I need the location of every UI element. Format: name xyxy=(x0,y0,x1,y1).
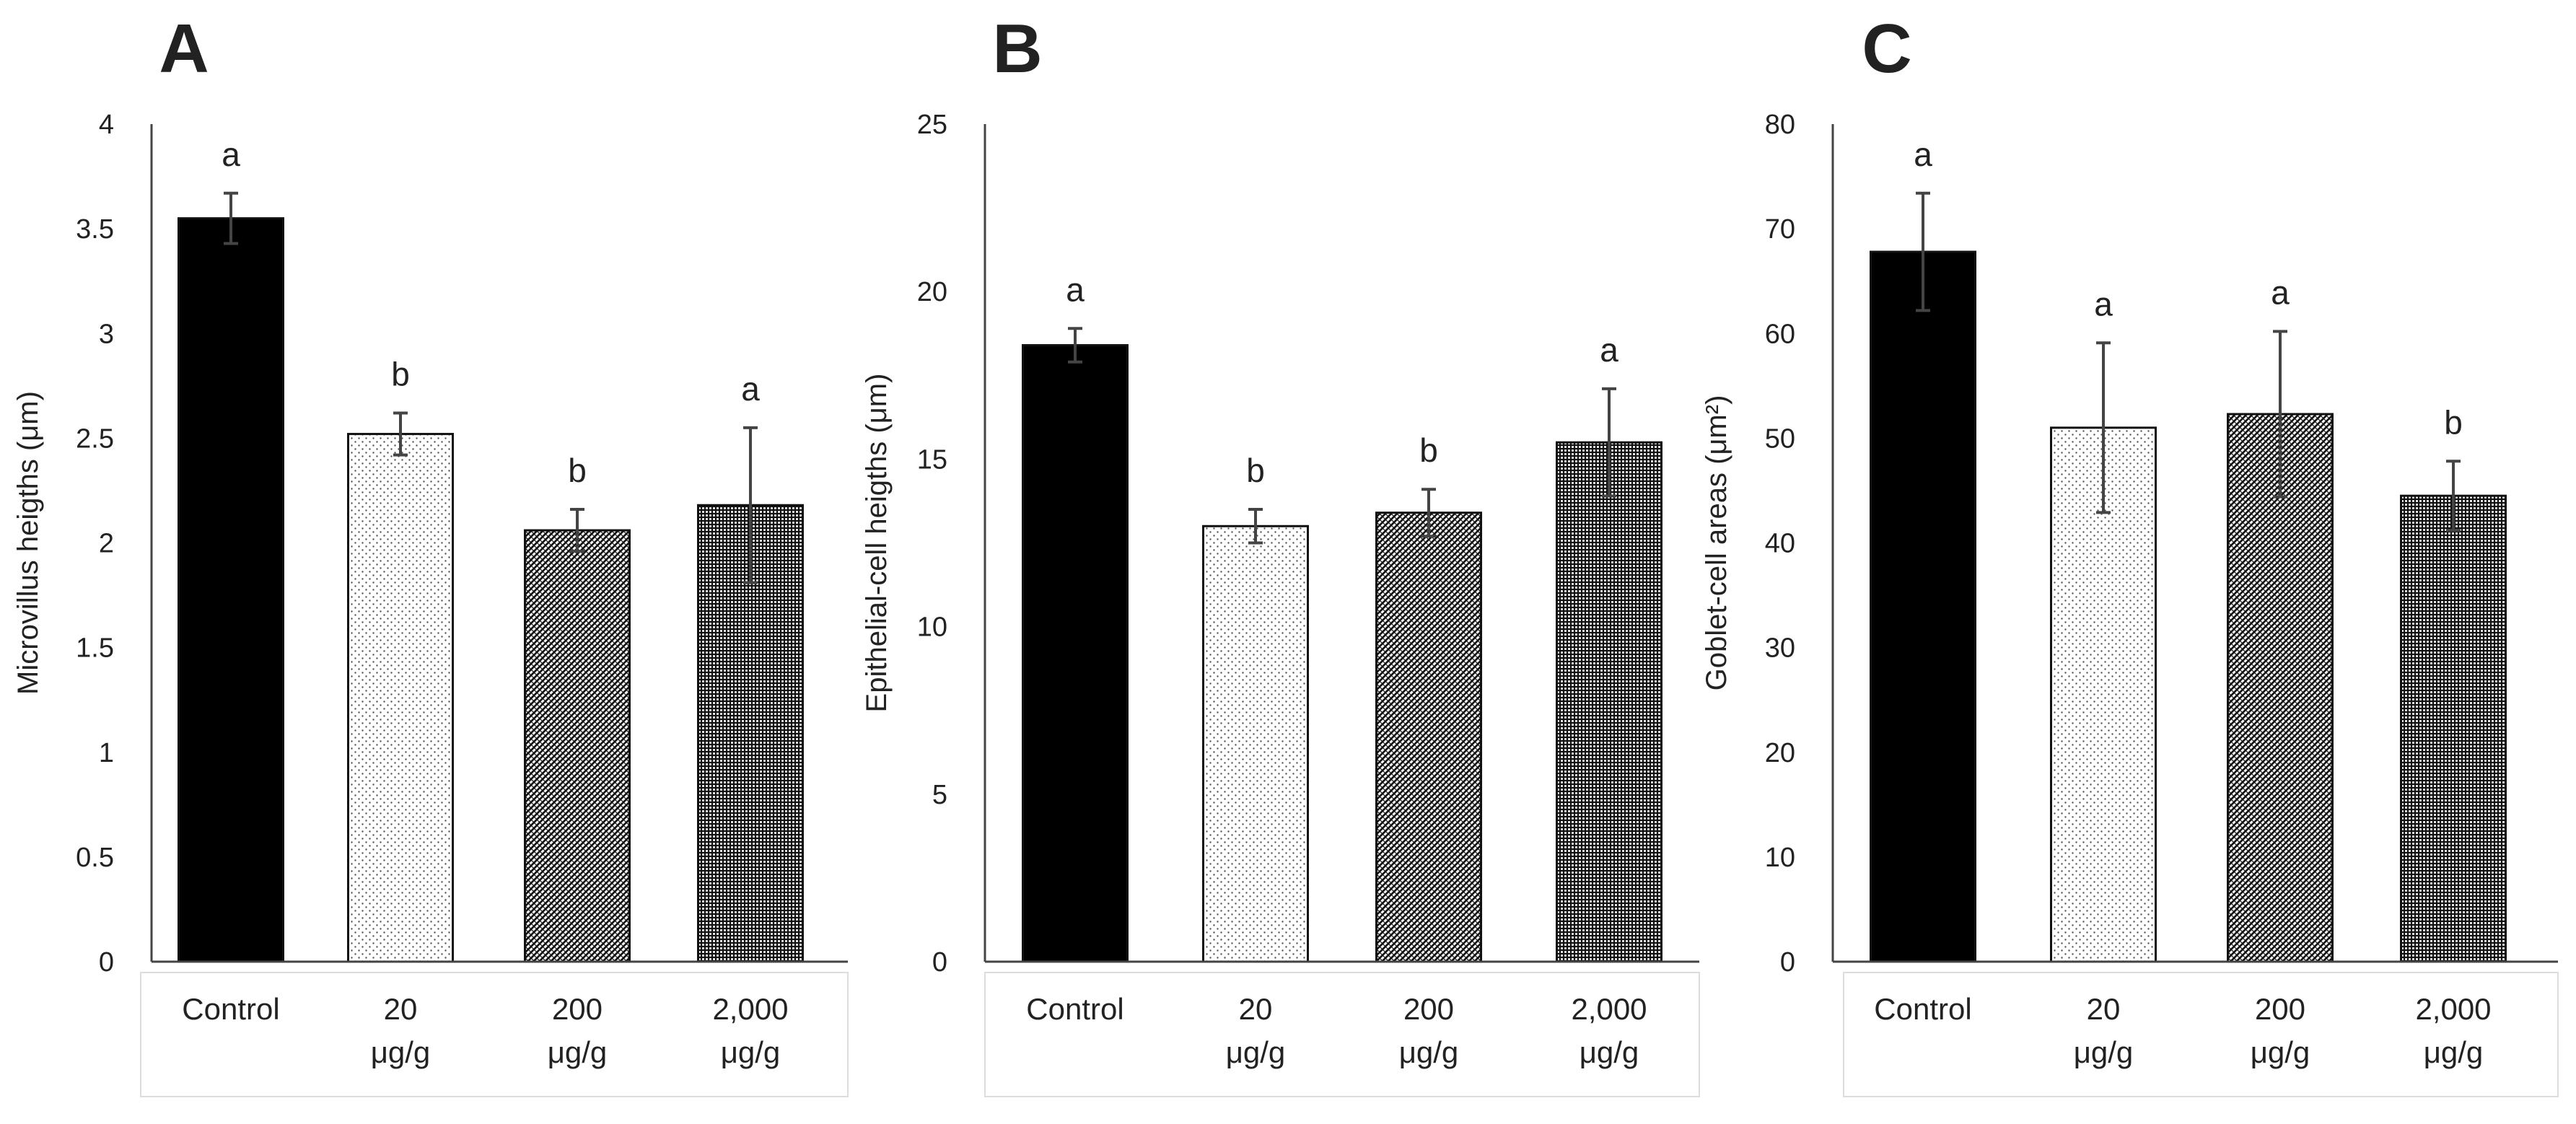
y-tick-label: 60 xyxy=(1765,319,1795,349)
significance-letter: a xyxy=(1600,331,1618,369)
bar-3 xyxy=(2400,494,2507,963)
significance-letter: b xyxy=(2444,403,2463,441)
x-category-label: 2,000 xyxy=(712,992,788,1026)
significance-letter: b xyxy=(568,452,587,489)
x-category-label: μg/g xyxy=(1399,1035,1459,1069)
y-tick-label: 2 xyxy=(99,529,114,559)
y-tick-label: 1 xyxy=(99,738,114,768)
x-category-label: μg/g xyxy=(1226,1035,1286,1069)
y-tick-label: 20 xyxy=(1765,738,1795,768)
x-category-label: 200 xyxy=(1403,992,1454,1026)
panel-c: C Goblet-cell areas (μm²) 0 10 20 30 40 50 60 70 8… xyxy=(1701,10,2559,1097)
bar-2 xyxy=(1375,511,1482,963)
y-tick-label: 25 xyxy=(917,110,947,140)
y-tick-label: 50 xyxy=(1765,423,1795,454)
bar-0 xyxy=(1870,250,1976,963)
x-category-label: Control xyxy=(182,992,279,1026)
bar-1 xyxy=(1202,524,1309,963)
bar-1 xyxy=(347,433,454,963)
bar-0 xyxy=(178,217,284,963)
x-category-label: μg/g xyxy=(2424,1035,2484,1069)
x-category-label: 20 xyxy=(1239,992,1273,1026)
x-category-label: 20 xyxy=(384,992,418,1026)
category-table xyxy=(984,972,1700,1097)
significance-letter: a xyxy=(222,136,240,173)
significance-letter: a xyxy=(741,370,760,408)
y-tick-label: 0 xyxy=(99,947,114,978)
panel-a: A Microvillus heigths (μm) 0 0.5 1 1.5 2 2.5 3 3.… xyxy=(12,10,849,1097)
bar-0 xyxy=(1022,344,1129,963)
x-category-label: 2,000 xyxy=(2415,992,2491,1026)
x-category-label: 20 xyxy=(2087,992,2121,1026)
y-tick-label: 80 xyxy=(1765,110,1795,140)
significance-letter: a xyxy=(2271,273,2290,311)
x-category-label: μg/g xyxy=(1580,1035,1639,1069)
category-table xyxy=(1843,972,2559,1097)
y-tick-label: 40 xyxy=(1765,529,1795,559)
bar-1 xyxy=(2050,426,2157,963)
y-tick-label: 30 xyxy=(1765,633,1795,664)
x-category-label: μg/g xyxy=(371,1035,431,1069)
y-tick-label: 4 xyxy=(99,110,114,140)
y-tick-label: 0 xyxy=(1780,947,1795,978)
y-tick-label: 1.5 xyxy=(76,633,114,664)
x-category-label: 200 xyxy=(2255,992,2305,1026)
panel-letter: B xyxy=(992,10,1042,87)
panel-letter: A xyxy=(159,10,209,87)
x-category-label: 200 xyxy=(552,992,603,1026)
bar-3 xyxy=(1556,441,1662,963)
significance-letter: a xyxy=(2094,285,2113,322)
category-table xyxy=(140,972,849,1097)
y-tick-label: 10 xyxy=(917,613,947,643)
y-tick-label: 0.5 xyxy=(76,843,114,873)
y-axis-label: Epithelial-cell heigths (μm) xyxy=(861,374,893,713)
x-category-label: Control xyxy=(1874,992,1971,1026)
significance-letter: b xyxy=(1419,431,1438,469)
y-tick-label: 3.5 xyxy=(76,214,114,245)
significance-letter: b xyxy=(391,356,410,393)
x-category-label: μg/g xyxy=(2251,1035,2310,1069)
y-tick-label: 70 xyxy=(1765,214,1795,245)
y-tick-label: 0 xyxy=(932,947,947,978)
y-tick-label: 10 xyxy=(1765,843,1795,873)
y-tick-label: 5 xyxy=(932,780,947,810)
significance-letter: a xyxy=(1914,136,1932,173)
x-category-label: Control xyxy=(1026,992,1123,1026)
y-tick-label: 20 xyxy=(917,277,947,307)
panel-b: B Epithelial-cell heigths (μm) 0 5 10 15 20 25 a… xyxy=(861,10,1700,1097)
y-tick-label: 15 xyxy=(917,444,947,475)
bar-2 xyxy=(524,529,631,963)
x-category-label: μg/g xyxy=(548,1035,608,1069)
x-category-label: μg/g xyxy=(2074,1035,2134,1069)
y-axis-label: Goblet-cell areas (μm²) xyxy=(1701,395,1732,691)
y-tick-label: 2.5 xyxy=(76,423,114,454)
x-category-label: μg/g xyxy=(721,1035,781,1069)
significance-letter: a xyxy=(1066,271,1085,308)
panel-letter: C xyxy=(1862,10,1911,87)
y-axis-label: Microvillus heigths (μm) xyxy=(12,391,44,695)
significance-letter: b xyxy=(1246,452,1265,489)
x-category-label: 2,000 xyxy=(1571,992,1647,1026)
y-tick-label: 3 xyxy=(99,319,114,349)
